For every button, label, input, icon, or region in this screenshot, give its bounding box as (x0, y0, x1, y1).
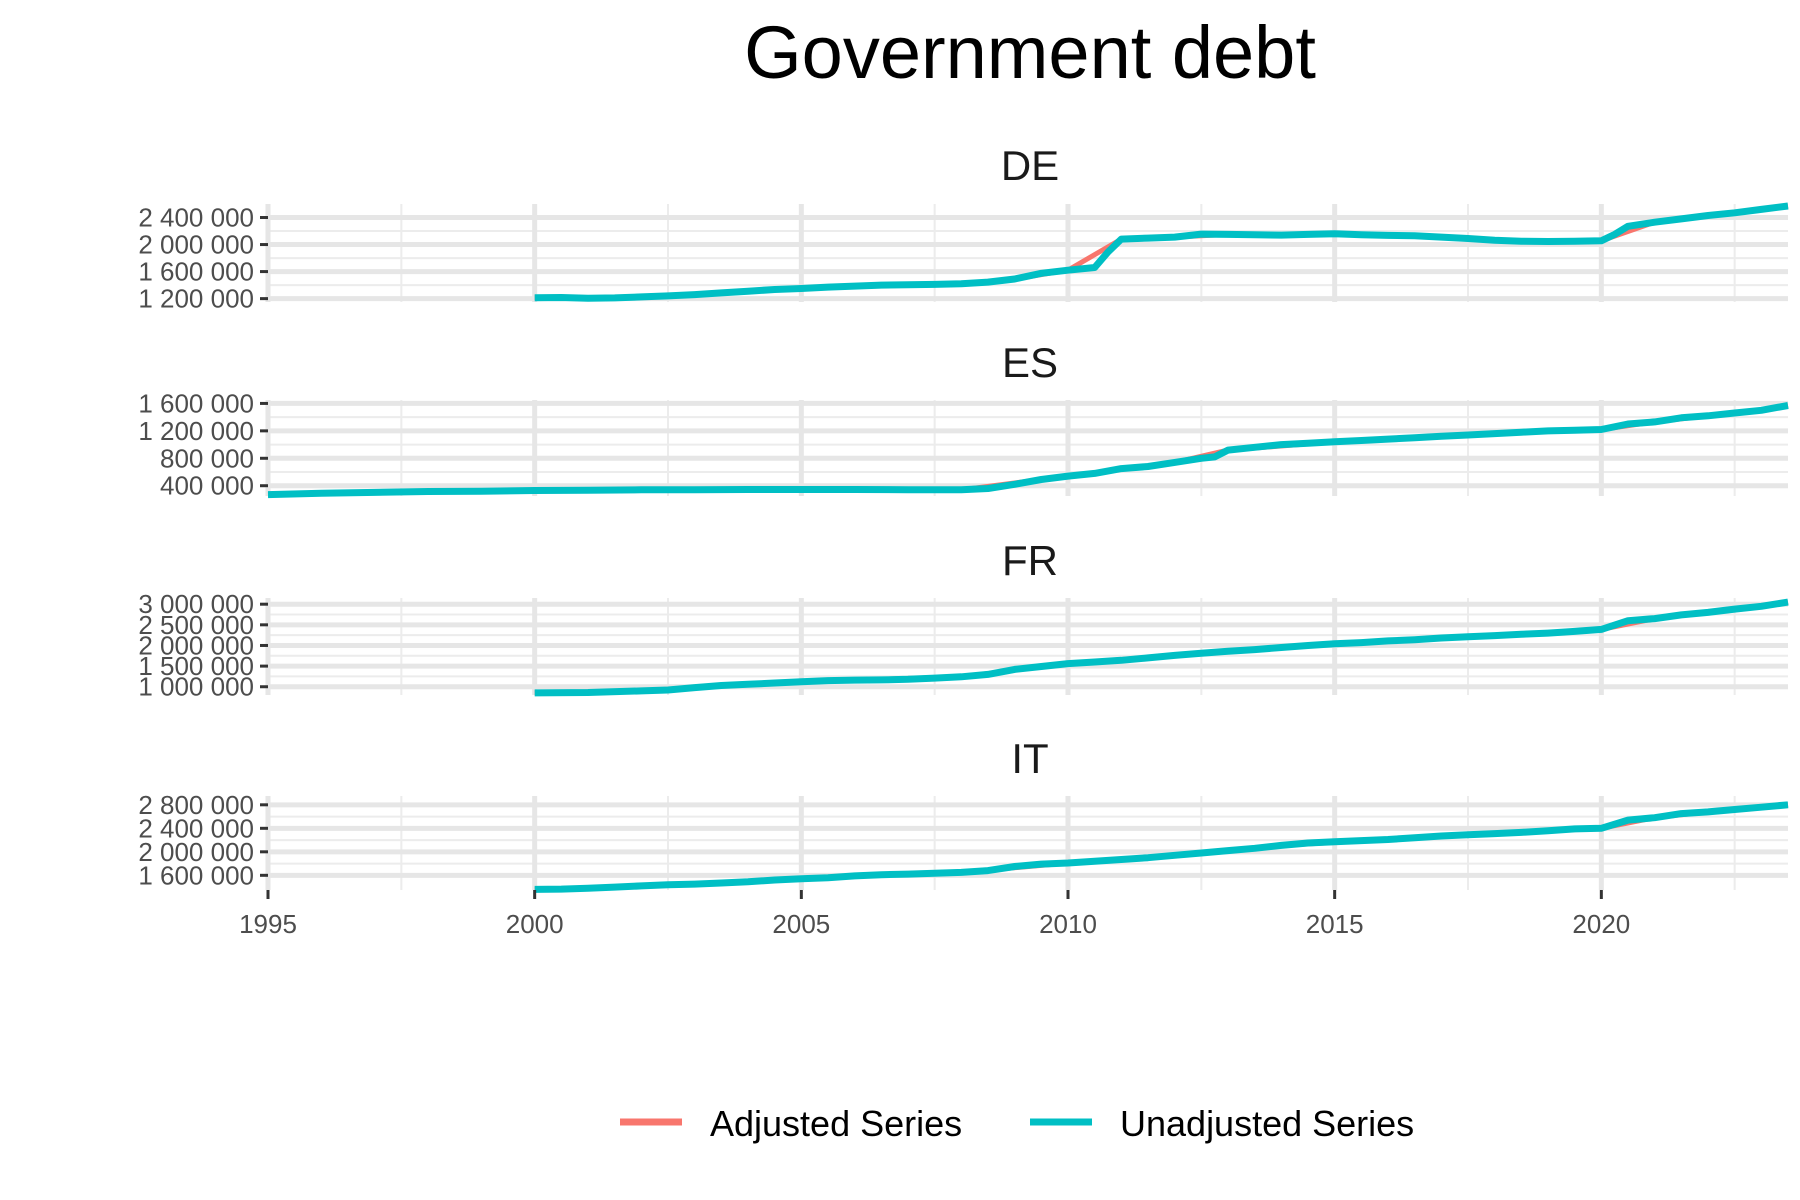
y-tick-label: 400 000 (160, 471, 254, 501)
y-tick-label: 2 500 000 (138, 610, 254, 640)
panel-title: ES (1002, 339, 1058, 386)
x-tick-label: 1995 (239, 909, 297, 939)
y-tick-label: 1 600 000 (138, 388, 254, 418)
x-tick-label: 2005 (772, 909, 830, 939)
y-tick-label: 2 400 000 (138, 813, 254, 843)
panel-title: IT (1011, 735, 1048, 782)
x-tick-label: 2010 (1039, 909, 1097, 939)
x-tick-label: 2015 (1306, 909, 1364, 939)
legend-label: Unadjusted Series (1120, 1103, 1414, 1144)
y-tick-label: 1 600 000 (138, 860, 254, 890)
panel-title: DE (1001, 142, 1059, 189)
y-tick-label: 2 800 000 (138, 790, 254, 820)
y-tick-label: 1 600 000 (138, 257, 254, 287)
y-tick-label: 800 000 (160, 443, 254, 473)
y-tick-label: 2 000 000 (138, 837, 254, 867)
x-tick-label: 2020 (1572, 909, 1630, 939)
series-line-unadjusted-series (534, 801, 1789, 893)
series-line-unadjusted-series (534, 598, 1789, 697)
panel-title: FR (1002, 537, 1058, 584)
legend-label: Adjusted Series (710, 1103, 962, 1144)
y-tick-label: 1 500 000 (138, 651, 254, 681)
y-tick-label: 2 400 000 (138, 203, 254, 233)
y-tick-label: 2 000 000 (138, 630, 254, 660)
chart-title: Government debt (744, 11, 1316, 94)
y-tick-label: 1 200 000 (138, 284, 254, 314)
y-tick-label: 1 000 000 (138, 672, 254, 702)
y-tick-label: 3 000 000 (138, 589, 254, 619)
legend: Adjusted Series Unadjusted Series (620, 1103, 1414, 1144)
series-line-unadjusted-series (267, 402, 1789, 499)
x-tick-label: 2000 (506, 909, 564, 939)
y-tick-label: 2 000 000 (138, 230, 254, 260)
series-line-unadjusted-series (534, 202, 1789, 302)
y-tick-label: 1 200 000 (138, 416, 254, 446)
